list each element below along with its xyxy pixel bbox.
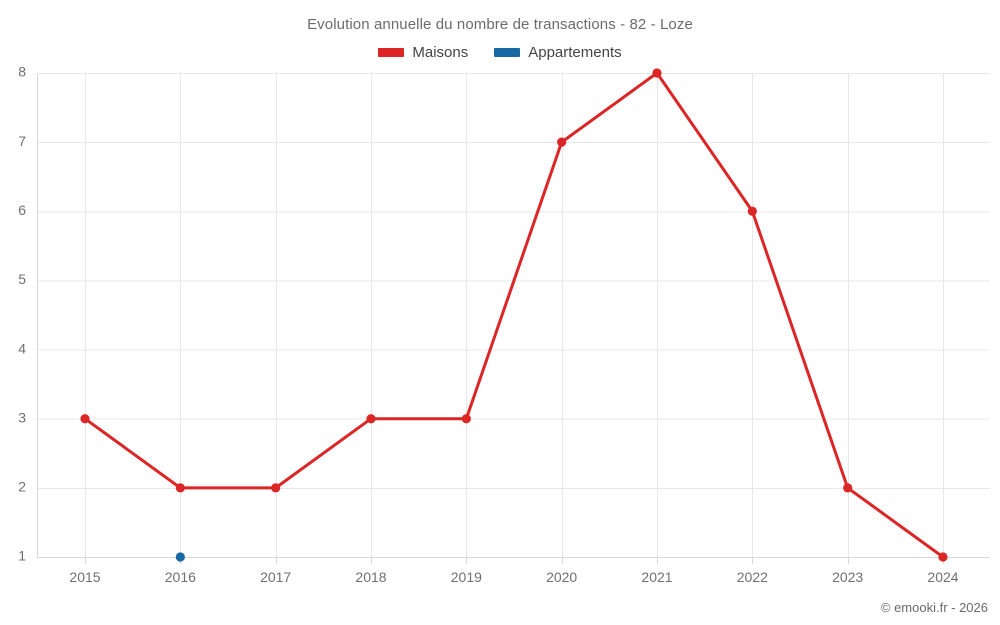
- y-tick-label: 7: [18, 133, 26, 149]
- series-line: [83, 71, 945, 559]
- x-tick-label: 2024: [927, 569, 958, 585]
- legend-item-maisons[interactable]: Maisons: [378, 44, 468, 61]
- x-tick-label: 2020: [546, 569, 577, 585]
- y-tick-label: 4: [18, 340, 26, 356]
- axis-lines: [36, 73, 990, 559]
- x-tick-label: 2015: [69, 569, 100, 585]
- x-tick-label: 2016: [165, 569, 196, 585]
- data-point[interactable]: [271, 483, 281, 493]
- y-tick-label: 8: [18, 64, 26, 80]
- data-point[interactable]: [747, 206, 757, 216]
- legend-label-appartements: Appartements: [528, 44, 622, 61]
- x-tick-label: 2019: [451, 569, 482, 585]
- y-tick-label: 3: [18, 409, 26, 425]
- y-tick-label: 5: [18, 271, 26, 287]
- data-point[interactable]: [461, 414, 471, 424]
- series-maisons: [80, 68, 948, 562]
- data-point[interactable]: [843, 483, 853, 493]
- data-point[interactable]: [175, 552, 185, 562]
- data-point[interactable]: [557, 137, 567, 147]
- footer-credit: © emooki.fr - 2026: [880, 600, 988, 615]
- gridlines-vertical: [85, 73, 944, 557]
- legend-label-maisons: Maisons: [412, 44, 469, 61]
- legend-swatch-appartements: [494, 48, 521, 57]
- chart-title: Evolution annuelle du nombre de transact…: [307, 16, 693, 33]
- x-tick-label: 2017: [260, 569, 291, 585]
- data-point[interactable]: [80, 414, 90, 424]
- legend-item-appartements[interactable]: Appartements: [494, 44, 622, 61]
- y-tick-label: 1: [18, 548, 26, 564]
- y-tick-label: 6: [18, 202, 26, 218]
- x-tick-label: 2022: [737, 569, 768, 585]
- data-point[interactable]: [366, 414, 376, 424]
- series-appartements: [175, 552, 185, 562]
- data-point[interactable]: [175, 483, 185, 493]
- data-point[interactable]: [938, 552, 948, 562]
- y-tick-label: 2: [18, 479, 26, 495]
- x-tick-label: 2018: [355, 569, 386, 585]
- data-point[interactable]: [652, 68, 662, 78]
- x-axis-tick-labels: 2015 2016 2017 2018 2019 2020 2021 2022 2023 2024: [69, 569, 958, 585]
- legend-swatch-maisons: [378, 48, 405, 57]
- x-tick-label: 2021: [641, 569, 672, 585]
- tick-marks: [85, 557, 944, 564]
- x-tick-label: 2023: [832, 569, 863, 585]
- chart-legend: Maisons Appartements: [0, 44, 1000, 61]
- y-axis-tick-labels: 1 2 3 4 5 6 7 8: [18, 64, 26, 564]
